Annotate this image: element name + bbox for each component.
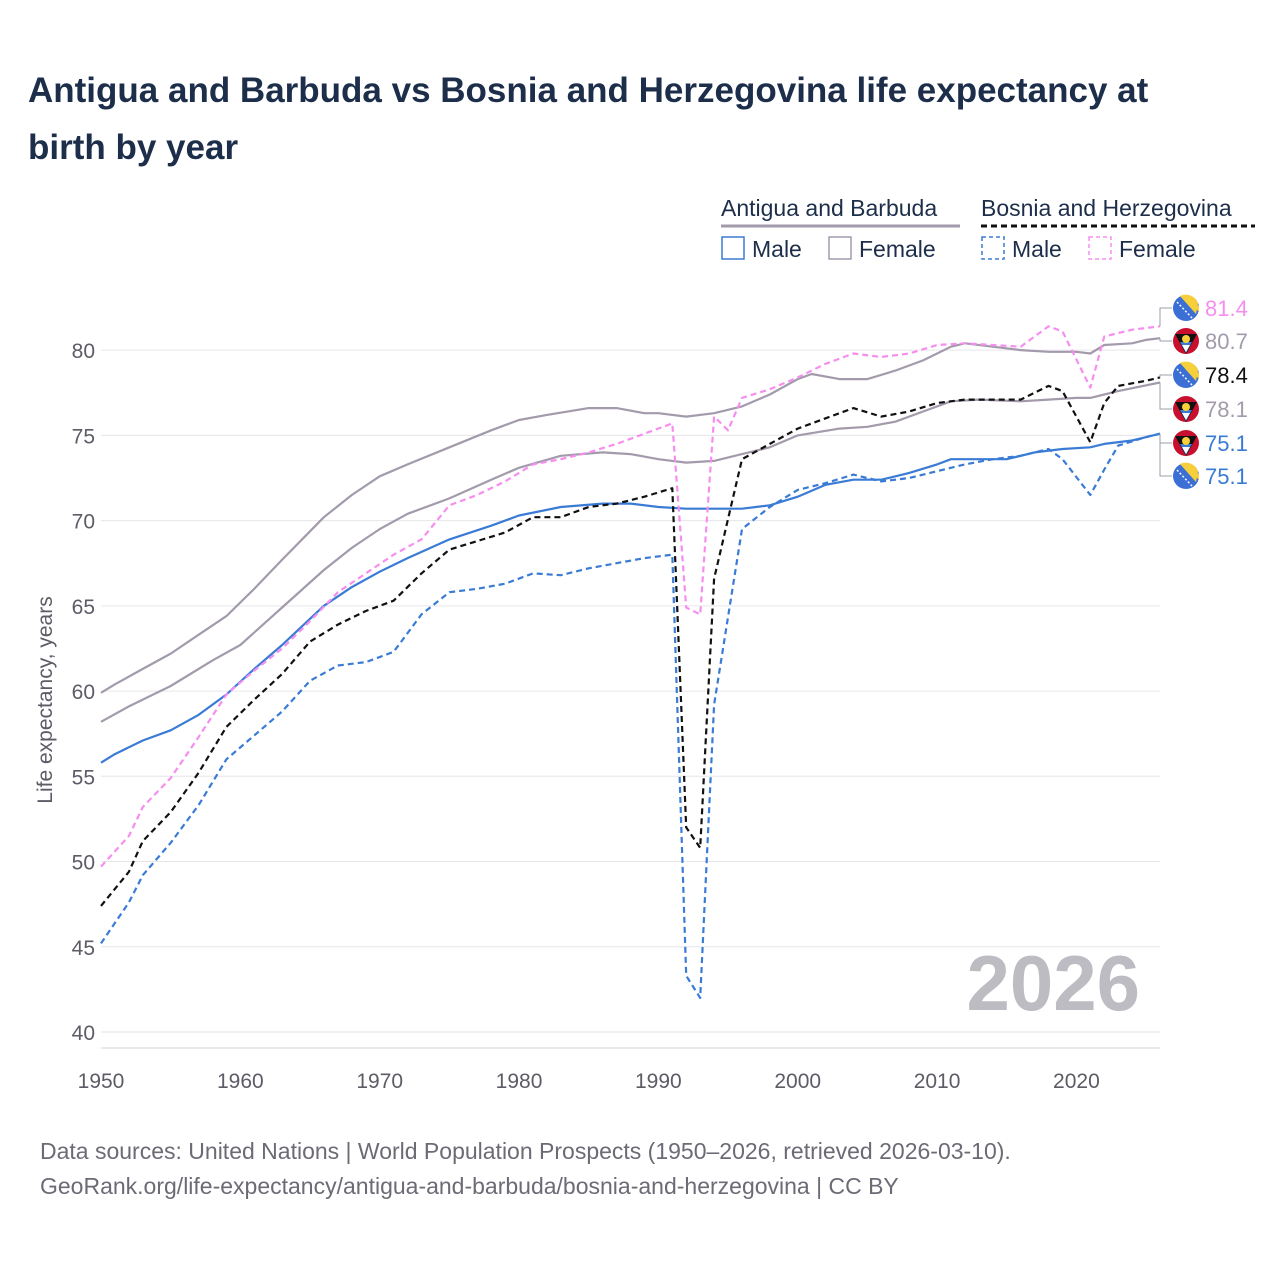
source-line-2[interactable]: GeoRank.org/life-expectancy/antigua-and-… — [40, 1173, 899, 1199]
ba-flag-icon — [1173, 462, 1199, 489]
end-value-label: 75.1 — [1205, 464, 1248, 489]
ag-flag-icon — [1173, 430, 1199, 456]
series-line-ba-female — [100, 325, 1161, 868]
y-tick-label: 65 — [72, 596, 95, 619]
x-tick-label: 1990 — [635, 1070, 682, 1093]
source-note: Data sources: United Nations | World Pop… — [40, 1134, 1011, 1204]
end-label-connector — [1159, 338, 1172, 342]
series-line-ag-total — [100, 337, 1161, 694]
y-tick-label: 45 — [72, 937, 95, 960]
end-label-connector — [1159, 382, 1172, 410]
y-tick-label: 40 — [72, 1022, 95, 1045]
axis-layer: 40 45 50 55 60 65 70 75 80 1950 1960 1970 1980 1990 20… — [72, 340, 1160, 1093]
end-label-connector — [1159, 307, 1172, 327]
chart-title: Antigua and Barbuda vs Bosnia and Herzeg… — [28, 71, 1149, 167]
y-tick-label: 60 — [72, 681, 95, 704]
ba-flag-icon — [1173, 294, 1199, 321]
series-line-ba-male — [100, 432, 1161, 1000]
y-tick-label: 55 — [72, 766, 95, 789]
source-line-1: Data sources: United Nations | World Pop… — [40, 1138, 1011, 1164]
x-tick-label: 2010 — [914, 1070, 961, 1093]
legend-group-antigua[interactable]: Antigua and Barbuda — [721, 195, 937, 221]
end-value-label: 78.1 — [1205, 397, 1248, 422]
end-value-label: 78.4 — [1205, 363, 1248, 388]
x-tick-label: 2020 — [1053, 1070, 1100, 1093]
ag-flag-icon — [1173, 328, 1199, 354]
legend-ag-male-swatch — [721, 236, 745, 260]
end-label-connector — [1159, 374, 1172, 378]
grid-layer — [101, 349, 1160, 1033]
x-tick-label: 1960 — [217, 1070, 264, 1093]
y-tick-label: 80 — [72, 340, 95, 363]
y-tick-label: 75 — [72, 425, 95, 448]
x-tick-label: 1950 — [78, 1070, 125, 1093]
year-watermark: 2026 — [966, 939, 1140, 1027]
ag-flag-icon — [1173, 396, 1199, 422]
legend-group-bosnia[interactable]: Bosnia and Herzegovina — [981, 195, 1232, 221]
end-value-label: 81.4 — [1205, 296, 1248, 321]
legend-ag-female-swatch — [828, 236, 852, 260]
legend-ba-female-swatch — [1088, 236, 1112, 260]
end-label-connector — [1159, 433, 1172, 477]
legend-ba-female-label[interactable]: Female — [1119, 236, 1196, 262]
series-line-ag-male — [100, 432, 1161, 764]
ba-flag-icon — [1173, 361, 1199, 388]
legend-ba-male-label[interactable]: Male — [1012, 236, 1062, 262]
y-axis-label: Life expectancy, years — [34, 596, 57, 803]
series-line-ag-female — [100, 381, 1161, 723]
x-tick-label: 1980 — [496, 1070, 543, 1093]
y-tick-label: 50 — [72, 852, 95, 875]
end-value-label: 75.1 — [1205, 431, 1248, 456]
series-layer — [100, 325, 1161, 1000]
legend-ba-male-swatch — [981, 236, 1005, 260]
end-value-label: 80.7 — [1205, 329, 1248, 354]
end-label-layer: 81.4 80.7 78.4 78.1 75.1 75.1 — [1159, 294, 1248, 489]
legend-ag-male-label[interactable]: Male — [752, 236, 802, 262]
legend: Antigua and Barbuda Bosnia and Herzegovi… — [721, 195, 1255, 262]
x-tick-label: 2000 — [774, 1070, 821, 1093]
y-tick-label: 70 — [72, 511, 95, 534]
legend-ag-female-label[interactable]: Female — [859, 236, 936, 262]
end-label-connector — [1159, 433, 1172, 444]
series-line-ba-total — [100, 376, 1161, 907]
x-tick-label: 1970 — [356, 1070, 403, 1093]
